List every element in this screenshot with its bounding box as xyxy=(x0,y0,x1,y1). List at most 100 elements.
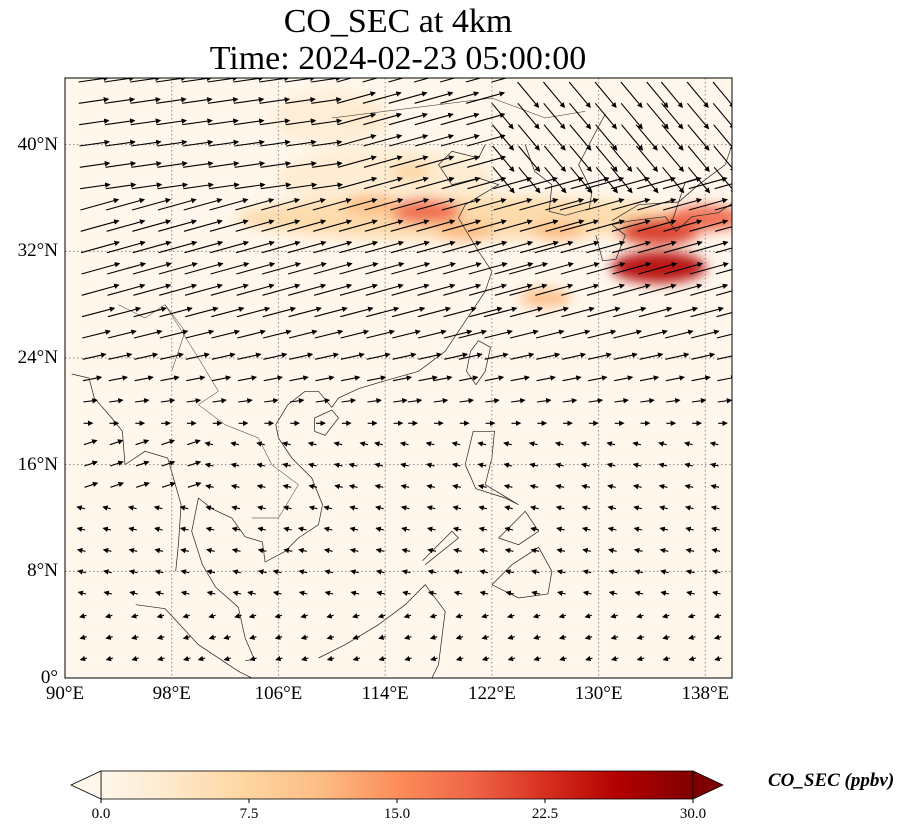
wind-arrow xyxy=(160,398,176,404)
wind-arrow xyxy=(391,283,430,296)
wind-arrow xyxy=(612,240,652,254)
wind-arrow xyxy=(105,139,136,147)
wind-arrow xyxy=(639,352,664,360)
wind-arrow xyxy=(285,118,317,126)
wind-arrow xyxy=(399,441,409,447)
wind-arrow xyxy=(494,262,534,275)
wind-arrow xyxy=(504,505,513,511)
wind-arrow xyxy=(281,441,291,447)
wind-arrow xyxy=(588,375,608,382)
wind-arrow xyxy=(555,505,565,511)
wind-arrow xyxy=(232,569,241,575)
wind-arrow xyxy=(646,102,669,130)
wind-arrow xyxy=(133,329,163,339)
co-hotspot xyxy=(389,199,461,224)
map-frame xyxy=(64,77,733,679)
wind-arrow xyxy=(632,441,642,447)
wind-arrow xyxy=(608,569,618,575)
wind-arrow xyxy=(352,613,360,619)
wind-arrow xyxy=(717,398,732,404)
wind-arrow xyxy=(82,352,107,360)
wind-arrow xyxy=(298,590,308,596)
wind-arrow xyxy=(129,590,138,596)
wind-arrow xyxy=(415,134,455,147)
wind-arrow xyxy=(636,655,645,662)
wind-arrow xyxy=(256,441,265,447)
wind-arrow xyxy=(416,262,456,275)
wind-arrow xyxy=(459,375,479,382)
wind-arrow xyxy=(636,613,644,619)
wind-arrow xyxy=(493,198,533,211)
wind-arrow xyxy=(375,526,385,532)
wind-arrow xyxy=(262,262,302,275)
wind-arrow xyxy=(374,483,384,490)
wind-arrow xyxy=(103,569,112,575)
wind-arrow xyxy=(713,124,732,151)
lat-tick-label: 16°N xyxy=(17,453,58,475)
wind-arrow xyxy=(83,398,98,404)
wind-arrow xyxy=(712,102,732,130)
wind-arrow xyxy=(610,655,619,662)
wind-arrow xyxy=(685,547,695,554)
wind-arrow xyxy=(595,124,618,151)
wind-arrow xyxy=(533,655,541,662)
wind-arrow xyxy=(79,160,111,168)
wind-arrow xyxy=(311,118,343,126)
wind-arrow xyxy=(256,483,266,490)
wind-arrow xyxy=(414,78,431,83)
wind-arrow xyxy=(300,613,308,619)
wind-arrow xyxy=(710,505,720,511)
wind-arrow xyxy=(478,505,488,511)
wind-arrow xyxy=(136,481,150,488)
wind-arrow xyxy=(561,306,595,318)
coastline xyxy=(466,340,491,386)
wind-arrow xyxy=(582,569,592,575)
wind-arrow xyxy=(377,613,386,619)
wind-arrow xyxy=(263,352,288,360)
wind-arrow xyxy=(104,613,113,619)
wind-arrow xyxy=(544,166,567,194)
wind-arrow xyxy=(208,160,240,168)
wind-arrow xyxy=(658,483,668,490)
wind-arrow xyxy=(440,134,480,147)
wind-arrow xyxy=(223,655,232,662)
wind-arrow xyxy=(186,375,206,382)
wind-arrow xyxy=(662,634,670,640)
wind-arrow xyxy=(211,375,232,382)
wind-arrow xyxy=(348,462,358,468)
wind-arrow xyxy=(156,613,165,619)
wind-arrow xyxy=(326,655,335,662)
wind-arrow xyxy=(209,219,249,232)
wind-arrow xyxy=(689,240,729,254)
wind-arrow xyxy=(400,483,410,490)
wind-arrow xyxy=(568,81,591,109)
wind-arrow xyxy=(533,634,541,640)
wind-arrow xyxy=(659,505,668,511)
wind-arrow xyxy=(105,182,137,190)
wind-arrow xyxy=(715,247,732,254)
wind-arrow xyxy=(389,176,429,190)
wind-arrow xyxy=(157,160,188,168)
colorbar-tick-label: 15.0 xyxy=(383,806,411,822)
wind-arrow xyxy=(559,198,599,211)
wind-arrow xyxy=(519,198,559,211)
wind-arrow xyxy=(349,505,358,511)
wind-arrow xyxy=(79,655,88,662)
wind-arrow xyxy=(338,219,378,232)
wind-arrow xyxy=(478,547,488,554)
wind-arrow xyxy=(205,483,214,490)
wind-arrow xyxy=(560,262,600,275)
wind-arrow xyxy=(261,219,301,232)
wind-arrow xyxy=(493,176,533,190)
wind-arrow xyxy=(683,441,693,447)
wind-arrow xyxy=(182,634,191,640)
wind-arrow xyxy=(81,262,121,275)
wind-arrow xyxy=(517,102,540,130)
wind-arrow xyxy=(715,268,732,275)
wind-arrow xyxy=(483,306,518,318)
wind-arrow xyxy=(404,655,412,662)
wind-arrow xyxy=(610,634,619,640)
wind-arrow xyxy=(374,441,383,447)
wind-arrow xyxy=(187,439,201,446)
wind-arrow xyxy=(314,352,339,360)
